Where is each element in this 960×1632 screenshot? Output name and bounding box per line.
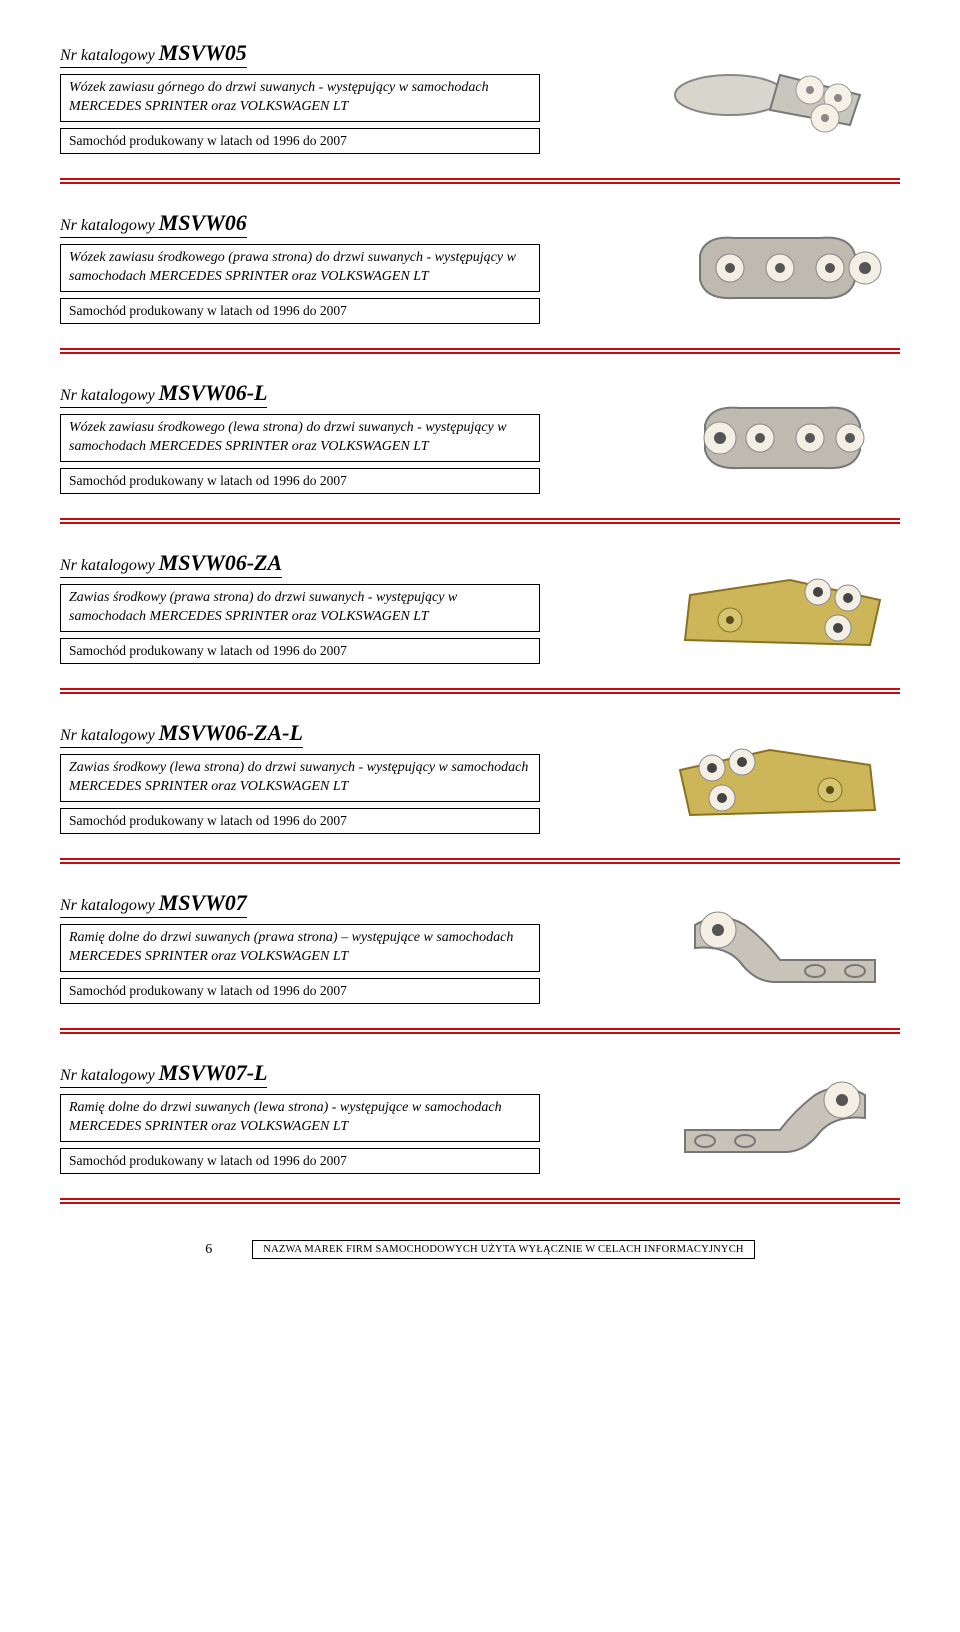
year-box: Samochód produkowany w latach od 1996 do… xyxy=(60,468,540,494)
product-text: Nr katalogowy MSVW07 Ramię dolne do drzw… xyxy=(60,890,642,1004)
catalog-label: Nr katalogowy xyxy=(60,557,155,574)
catalog-line: Nr katalogowy MSVW07 xyxy=(60,890,247,918)
year-box: Samochód produkowany w latach od 1996 do… xyxy=(60,638,540,664)
description-box: Wózek zawiasu środkowego (lewa strona) d… xyxy=(60,414,540,462)
product-image xyxy=(660,890,900,1010)
catalog-line: Nr katalogowy MSVW06-ZA-L xyxy=(60,720,303,748)
description-box: Zawias środkowy (lewa strona) do drzwi s… xyxy=(60,754,540,802)
catalog-line: Nr katalogowy MSVW07-L xyxy=(60,1060,267,1088)
part-icon xyxy=(660,40,900,160)
product-image xyxy=(660,40,900,160)
product-text: Nr katalogowy MSVW06-L Wózek zawiasu śro… xyxy=(60,380,642,494)
catalog-label: Nr katalogowy xyxy=(60,1067,155,1084)
catalog-code: MSVW06-ZA xyxy=(159,550,282,575)
year-text: Samochód produkowany w latach od 1996 do… xyxy=(69,643,531,659)
description-box: Wózek zawiasu środkowego (prawa strona) … xyxy=(60,244,540,292)
catalog-line: Nr katalogowy MSVW06-ZA xyxy=(60,550,282,578)
product-block: Nr katalogowy MSVW07-L Ramię dolne do dr… xyxy=(60,1060,900,1180)
catalog-label: Nr katalogowy xyxy=(60,47,155,64)
part-icon xyxy=(660,380,900,500)
year-box: Samochód produkowany w latach od 1996 do… xyxy=(60,128,540,154)
section-divider xyxy=(60,1198,900,1204)
catalog-code: MSVW05 xyxy=(159,40,247,65)
product-image xyxy=(660,720,900,840)
product-text: Nr katalogowy MSVW06 Wózek zawiasu środk… xyxy=(60,210,642,324)
year-text: Samochód produkowany w latach od 1996 do… xyxy=(69,983,531,999)
year-box: Samochód produkowany w latach od 1996 do… xyxy=(60,1148,540,1174)
description-box: Ramię dolne do drzwi suwanych (prawa str… xyxy=(60,924,540,972)
page-number: 6 xyxy=(205,1242,212,1258)
product-image xyxy=(660,550,900,670)
part-icon xyxy=(660,720,900,840)
catalog-label: Nr katalogowy xyxy=(60,897,155,914)
catalog-label: Nr katalogowy xyxy=(60,387,155,404)
section-divider xyxy=(60,518,900,524)
description-text: Wózek zawiasu środkowego (prawa strona) … xyxy=(69,249,531,287)
part-icon xyxy=(660,550,900,670)
product-image xyxy=(660,1060,900,1180)
product-block: Nr katalogowy MSVW05 Wózek zawiasu górne… xyxy=(60,40,900,160)
section-divider xyxy=(60,858,900,864)
product-text: Nr katalogowy MSVW06-ZA Zawias środkowy … xyxy=(60,550,642,664)
description-text: Wózek zawiasu środkowego (lewa strona) d… xyxy=(69,419,531,457)
part-icon xyxy=(660,890,900,1010)
section-divider xyxy=(60,348,900,354)
description-box: Ramię dolne do drzwi suwanych (lewa stro… xyxy=(60,1094,540,1142)
year-text: Samochód produkowany w latach od 1996 do… xyxy=(69,133,531,149)
description-text: Ramię dolne do drzwi suwanych (prawa str… xyxy=(69,929,531,967)
year-text: Samochód produkowany w latach od 1996 do… xyxy=(69,813,531,829)
year-text: Samochód produkowany w latach od 1996 do… xyxy=(69,1153,531,1169)
description-box: Wózek zawiasu górnego do drzwi suwanych … xyxy=(60,74,540,122)
section-divider xyxy=(60,688,900,694)
product-text: Nr katalogowy MSVW06-ZA-L Zawias środkow… xyxy=(60,720,642,834)
section-divider xyxy=(60,178,900,184)
product-text: Nr katalogowy MSVW07-L Ramię dolne do dr… xyxy=(60,1060,642,1174)
catalog-code: MSVW06-L xyxy=(159,380,268,405)
year-text: Samochód produkowany w latach od 1996 do… xyxy=(69,303,531,319)
product-block: Nr katalogowy MSVW06 Wózek zawiasu środk… xyxy=(60,210,900,330)
year-box: Samochód produkowany w latach od 1996 do… xyxy=(60,978,540,1004)
catalog-label: Nr katalogowy xyxy=(60,217,155,234)
page-footer: 6 NAZWA MAREK FIRM SAMOCHODOWYCH UŻYTA W… xyxy=(60,1240,900,1259)
product-block: Nr katalogowy MSVW06-ZA Zawias środkowy … xyxy=(60,550,900,670)
part-icon xyxy=(660,1060,900,1180)
section-divider xyxy=(60,1028,900,1034)
description-text: Zawias środkowy (lewa strona) do drzwi s… xyxy=(69,759,531,797)
footer-disclaimer: NAZWA MAREK FIRM SAMOCHODOWYCH UŻYTA WYŁ… xyxy=(252,1240,754,1259)
catalog-code: MSVW07 xyxy=(159,890,247,915)
year-text: Samochód produkowany w latach od 1996 do… xyxy=(69,473,531,489)
year-box: Samochód produkowany w latach od 1996 do… xyxy=(60,808,540,834)
catalog-code: MSVW07-L xyxy=(159,1060,268,1085)
catalog-code: MSVW06 xyxy=(159,210,247,235)
catalog-line: Nr katalogowy MSVW06 xyxy=(60,210,247,238)
catalog-line: Nr katalogowy MSVW05 xyxy=(60,40,247,68)
product-block: Nr katalogowy MSVW06-L Wózek zawiasu śro… xyxy=(60,380,900,500)
part-icon xyxy=(660,210,900,330)
catalog-line: Nr katalogowy MSVW06-L xyxy=(60,380,267,408)
description-text: Zawias środkowy (prawa strona) do drzwi … xyxy=(69,589,531,627)
description-text: Wózek zawiasu górnego do drzwi suwanych … xyxy=(69,79,531,117)
product-image xyxy=(660,380,900,500)
product-image xyxy=(660,210,900,330)
description-text: Ramię dolne do drzwi suwanych (lewa stro… xyxy=(69,1099,531,1137)
description-box: Zawias środkowy (prawa strona) do drzwi … xyxy=(60,584,540,632)
catalog-label: Nr katalogowy xyxy=(60,727,155,744)
year-box: Samochód produkowany w latach od 1996 do… xyxy=(60,298,540,324)
product-text: Nr katalogowy MSVW05 Wózek zawiasu górne… xyxy=(60,40,642,154)
product-block: Nr katalogowy MSVW07 Ramię dolne do drzw… xyxy=(60,890,900,1010)
catalog-code: MSVW06-ZA-L xyxy=(159,720,303,745)
product-block: Nr katalogowy MSVW06-ZA-L Zawias środkow… xyxy=(60,720,900,840)
